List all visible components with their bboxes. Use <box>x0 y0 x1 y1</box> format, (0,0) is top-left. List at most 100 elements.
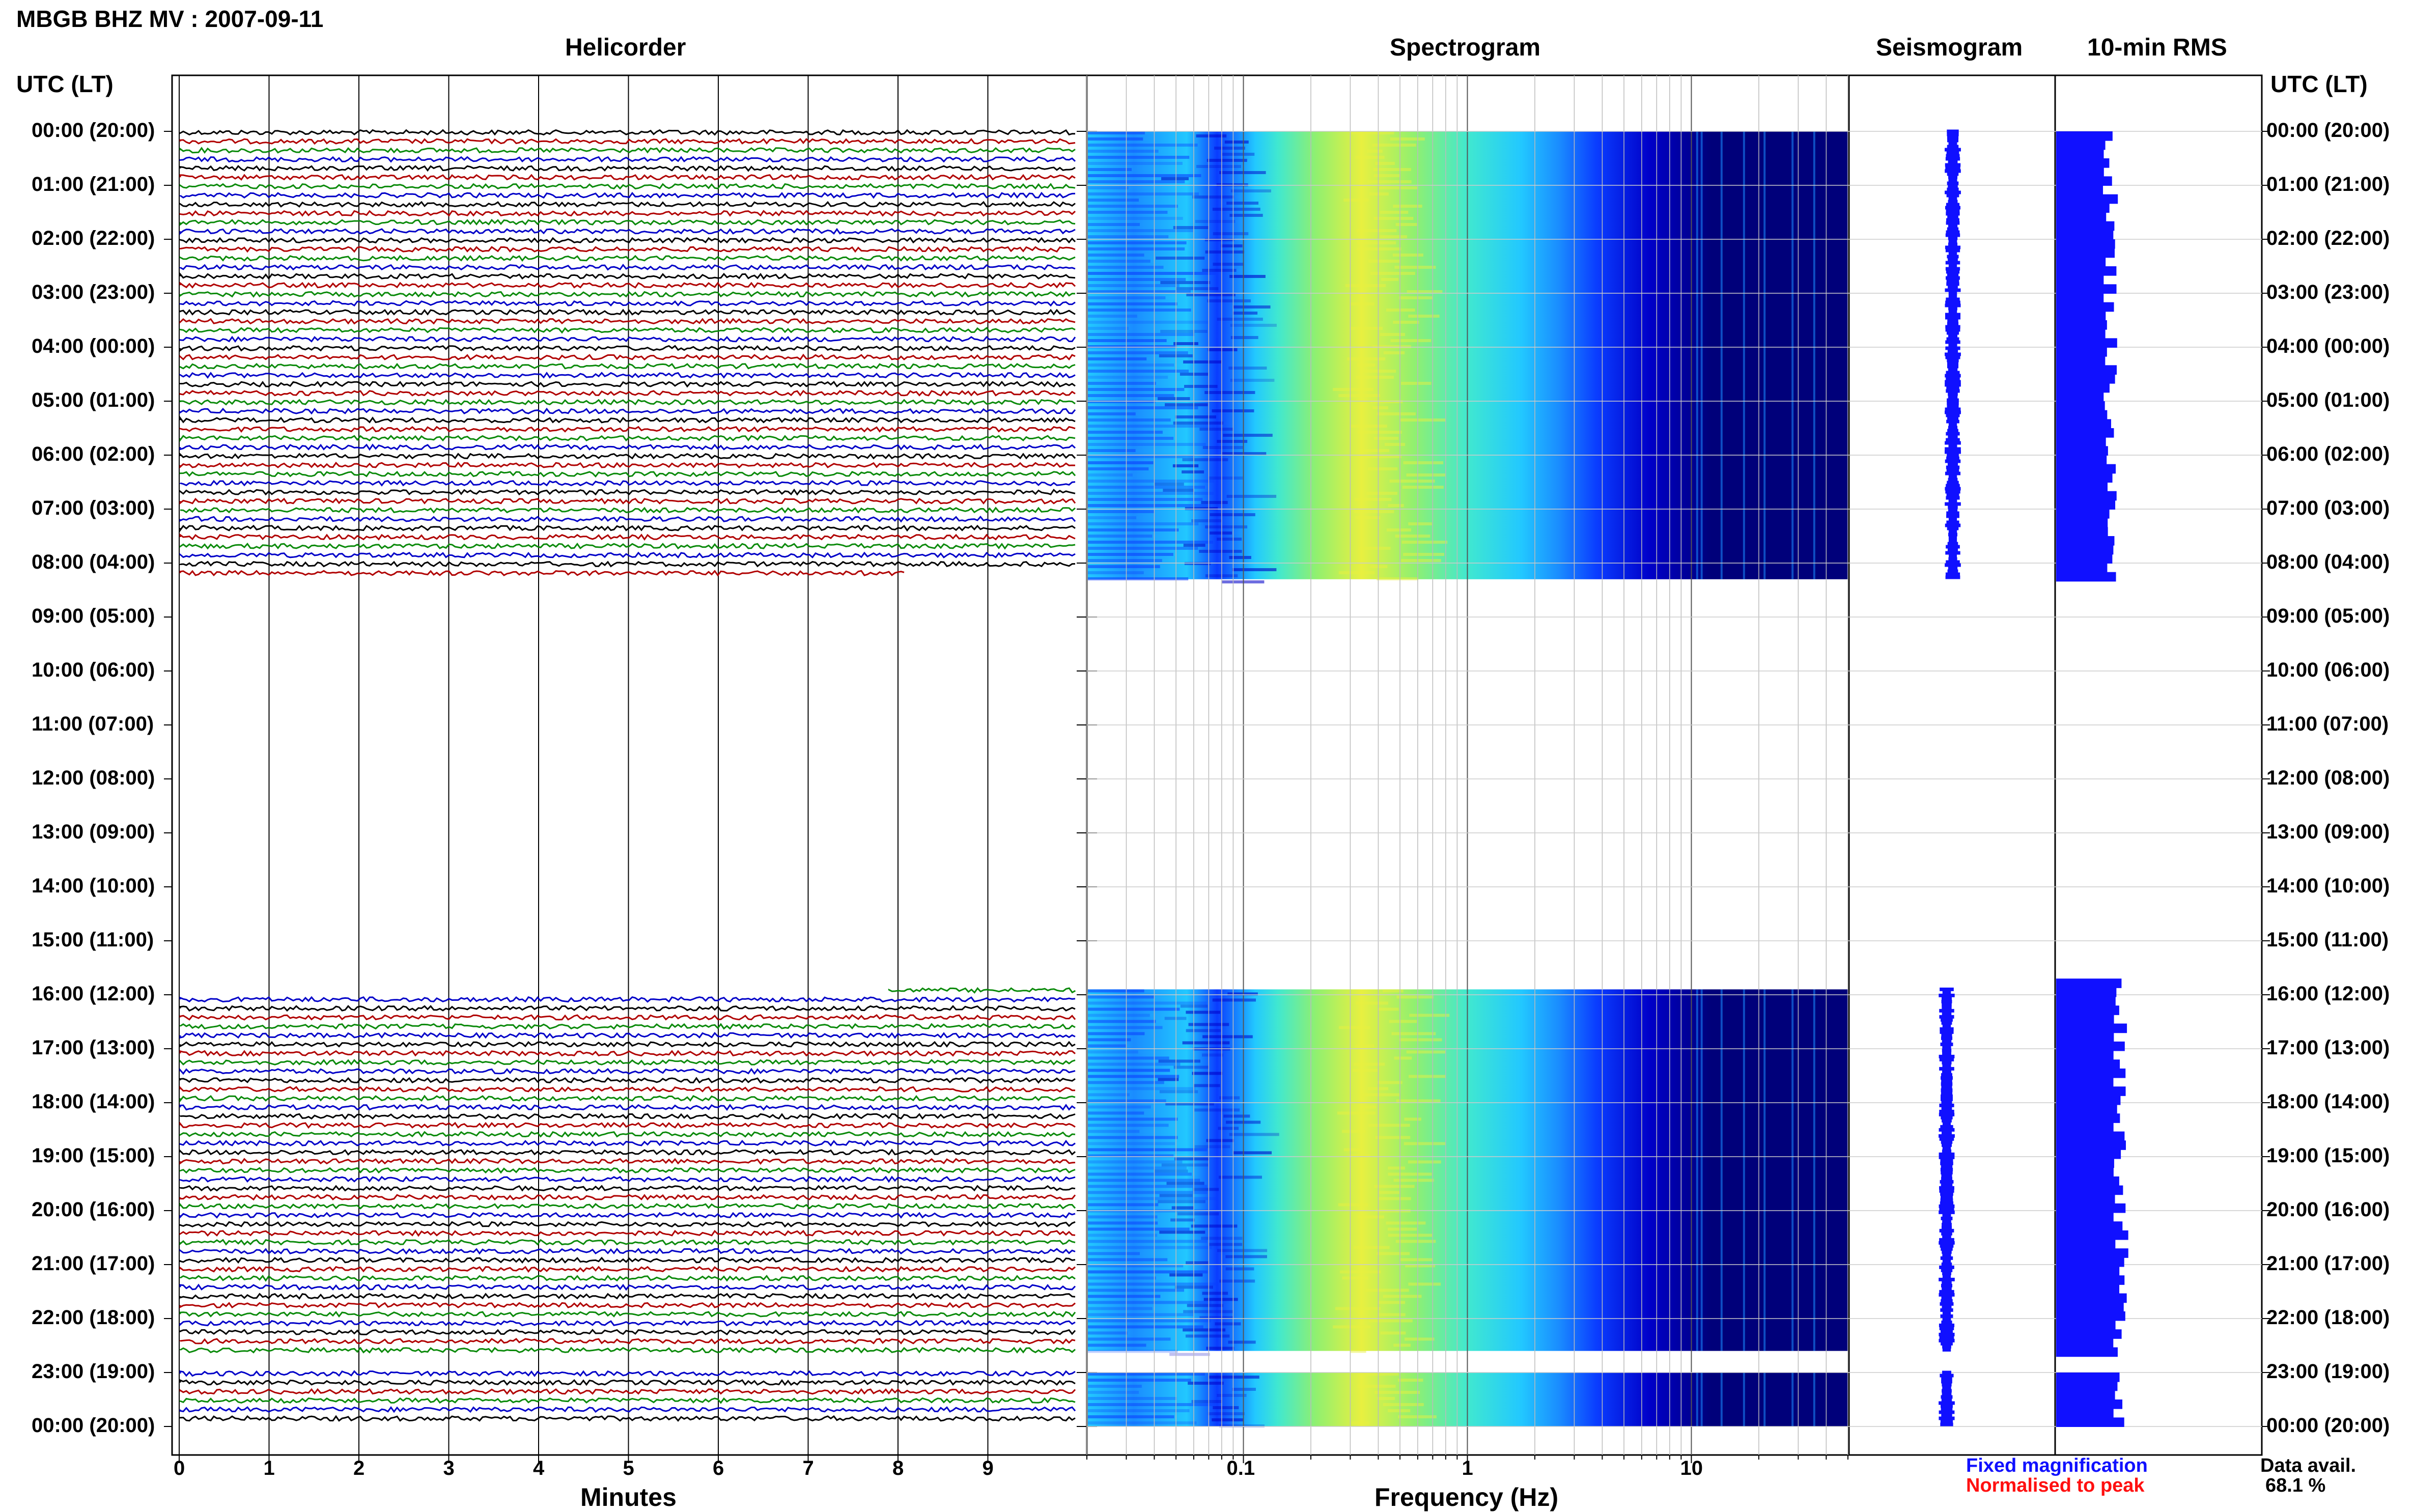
time-label-right: 06:00 (02:00) <box>2266 443 2390 465</box>
spectrogram-texture <box>1386 309 1415 312</box>
spectrogram-texture <box>1375 162 1395 165</box>
spectrogram-texture <box>1196 134 1227 137</box>
spectrogram-line <box>1700 989 1703 1351</box>
rms-frame <box>2054 74 2263 1456</box>
spectrogram-texture <box>1360 1105 1376 1109</box>
spectrogram-texture <box>1088 473 1133 477</box>
rms-bar <box>2056 1059 2120 1069</box>
spectrogram-texture <box>1390 339 1432 342</box>
time-label-left: 11:00 (07:00) <box>32 713 154 735</box>
rms-bar <box>2056 1050 2114 1060</box>
spectrogram-texture <box>1351 1421 1370 1424</box>
spectrogram-texture <box>1370 565 1388 568</box>
spectrogram-texture <box>1217 538 1242 541</box>
spectrogram-texture <box>1228 367 1267 370</box>
rms-bar <box>2056 203 2110 213</box>
spectrogram-texture <box>1201 1053 1224 1057</box>
rms-bar <box>2056 1122 2114 1132</box>
helicorder-trace <box>179 210 1076 217</box>
spectrogram-texture <box>1183 1328 1226 1332</box>
spectrogram-texture <box>1160 330 1208 333</box>
spectrogram-texture <box>1401 559 1441 562</box>
spectrogram-texture <box>1342 1276 1368 1280</box>
spectrogram-texture <box>1191 1400 1222 1403</box>
spectrogram-texture <box>1088 467 1149 470</box>
spectrogram-texture <box>1088 1099 1166 1103</box>
spectrogram-texture <box>1088 370 1189 373</box>
spectrogram-line <box>1700 131 1703 579</box>
spectrogram-texture <box>1166 1182 1204 1185</box>
spectrogram-texture <box>1088 1276 1156 1280</box>
rms-bar <box>2056 284 2117 294</box>
spectrogram-texture <box>1177 1212 1219 1216</box>
spectrogram-texture <box>1395 535 1430 538</box>
helicorder-trace <box>179 480 1076 487</box>
spectrogram-texture <box>1088 1154 1174 1158</box>
rms-bar <box>2056 455 2107 465</box>
spectrogram-title: Spectrogram <box>1390 34 1541 61</box>
spectrogram-texture <box>1373 437 1399 440</box>
spectrogram-texture <box>1384 443 1406 446</box>
spectrogram-texture <box>1088 357 1147 360</box>
spectrogram-texture <box>1088 1331 1128 1335</box>
time-label-left: 06:00 (02:00) <box>32 443 155 465</box>
spectrogram-texture <box>1360 449 1390 452</box>
spectrogram-texture <box>1361 1093 1399 1097</box>
spectrogram-texture <box>1397 1379 1423 1382</box>
spectrogram-texture <box>1088 223 1140 226</box>
legend-fixed-magnification: Fixed magnification <box>1966 1455 2148 1476</box>
spectrogram-texture <box>1378 1197 1411 1200</box>
spectrogram-texture <box>1088 278 1186 281</box>
spectrogram-texture <box>1338 1203 1368 1207</box>
time-label-left: 18:00 (14:00) <box>32 1090 155 1113</box>
spectrogram-texture <box>1088 266 1164 269</box>
helicorder-trace <box>179 309 1076 316</box>
spectrogram-texture <box>1370 400 1403 403</box>
rms-bar <box>2056 347 2107 357</box>
spectrogram-texture <box>1386 528 1412 531</box>
time-label-left: 14:00 (10:00) <box>32 875 155 897</box>
spectrogram-texture <box>1088 1234 1158 1237</box>
time-label-right: 22:00 (18:00) <box>2266 1306 2390 1329</box>
spectrogram-texture <box>1158 1078 1179 1081</box>
spectrogram-texture <box>1225 1255 1267 1258</box>
time-label-left: 08:00 (04:00) <box>32 551 155 573</box>
spectrogram-texture <box>1088 443 1206 446</box>
spectrogram-texture <box>1218 1175 1262 1179</box>
spectrogram-texture <box>1088 333 1195 336</box>
rms-bar <box>2056 1239 2116 1249</box>
helicorder-trace <box>179 515 1076 523</box>
helicorder-trace <box>179 246 1076 253</box>
spectrogram-texture <box>1228 1340 1256 1344</box>
spectrogram-texture <box>1201 501 1228 504</box>
spectrogram-texture <box>1335 1307 1381 1310</box>
spectrogram-texture <box>1210 531 1232 535</box>
spectrogram-texture <box>1088 394 1174 397</box>
spectrogram-line <box>1791 131 1794 579</box>
helicorder-trace <box>179 228 1076 235</box>
spectrogram-texture <box>1175 415 1217 418</box>
spectrogram-texture <box>1088 217 1183 220</box>
spectrogram-texture <box>1229 214 1263 217</box>
helicorder-trace <box>179 1397 1076 1404</box>
spectrogram-texture <box>1088 480 1214 483</box>
spectrogram-texture <box>1377 577 1419 580</box>
spectrogram-texture <box>1185 1334 1230 1338</box>
spectrogram-texture <box>1354 510 1394 513</box>
spectrogram-texture <box>1404 1117 1421 1121</box>
time-label-right: 00:00 (20:00) <box>2266 119 2390 142</box>
spectrogram-texture <box>1202 269 1237 272</box>
helicorder-trace <box>179 372 1076 379</box>
spectrogram-texture <box>1381 278 1399 281</box>
spectrogram-texture <box>1379 186 1418 189</box>
spectrogram-texture <box>1408 1160 1441 1164</box>
spectrogram-texture <box>1088 302 1177 305</box>
spectrogram-texture <box>1401 541 1448 544</box>
spectrogram-texture <box>1351 1350 1366 1353</box>
helicorder-trace <box>179 488 1076 496</box>
spectrogram-texture <box>1208 348 1238 351</box>
spectrogram-texture <box>1405 1264 1436 1268</box>
spectrogram-texture <box>1357 1385 1396 1388</box>
data-availability-label: Data avail. <box>2260 1455 2356 1476</box>
helicorder-trace <box>179 164 1076 172</box>
